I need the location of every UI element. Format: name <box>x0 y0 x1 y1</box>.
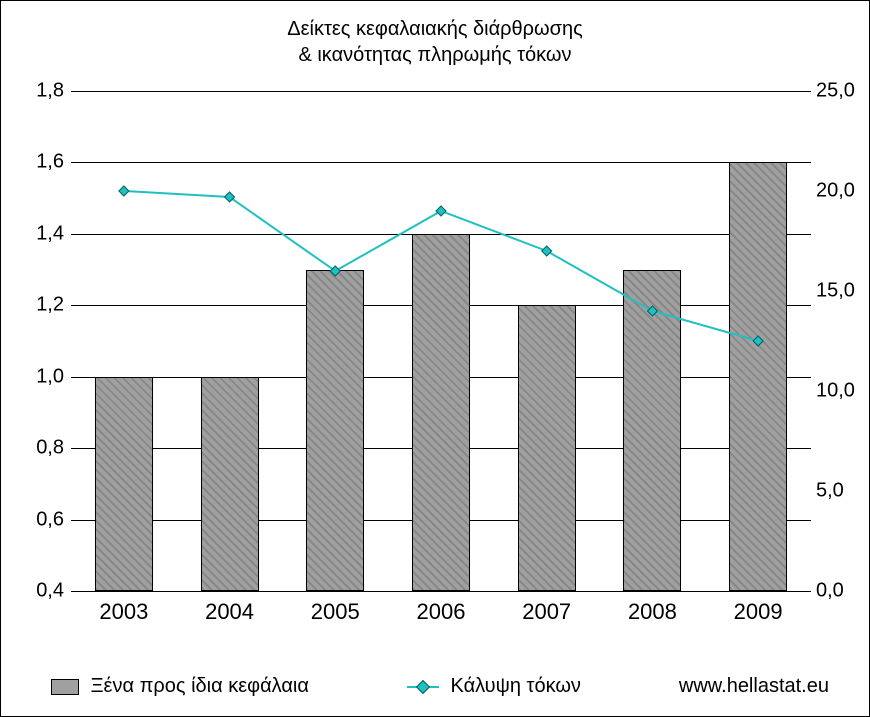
y-left-tick-label: 0,6 <box>9 508 64 531</box>
y-right-tick-label: 10,0 <box>816 380 870 403</box>
chart-source: www.hellastat.eu <box>679 675 829 698</box>
y-left-tick-label: 1,0 <box>9 365 64 388</box>
x-tick-label: 2005 <box>311 599 360 625</box>
legend-line-label: Κάλυψη τόκων <box>450 675 580 697</box>
y-left-tick-label: 1,4 <box>9 222 64 245</box>
bar-swatch-icon <box>51 679 79 695</box>
line-marker-icon <box>119 186 129 196</box>
y-left-tick-label: 1,8 <box>9 80 64 103</box>
x-tick-label: 2003 <box>99 599 148 625</box>
chart-title: Δείκτες κεφαλαιακής διάρθρωσης & ικανότη… <box>1 16 869 68</box>
y-right-tick-label: 5,0 <box>816 480 870 503</box>
x-tick-label: 2004 <box>205 599 254 625</box>
y-right-tick-label: 0,0 <box>816 580 870 603</box>
line-marker-icon <box>647 306 657 316</box>
line-marker-icon <box>753 336 763 346</box>
y-right-tick-label: 25,0 <box>816 80 870 103</box>
line-marker-icon <box>542 246 552 256</box>
line-swatch-icon <box>407 686 439 688</box>
x-tick-label: 2007 <box>522 599 571 625</box>
x-tick-label: 2006 <box>417 599 466 625</box>
y-left-tick-label: 0,8 <box>9 437 64 460</box>
legend-bars-label: Ξένα προς ίδια κεφάλαια <box>91 675 309 697</box>
chart-container: Δείκτες κεφαλαιακής διάρθρωσης & ικανότη… <box>0 0 870 717</box>
legend-line: Κάλυψη τόκων <box>407 675 581 698</box>
line-marker-icon <box>436 206 446 216</box>
y-left-tick-label: 0,4 <box>9 580 64 603</box>
y-right-tick-label: 20,0 <box>816 180 870 203</box>
grid-line <box>71 591 811 592</box>
chart-title-line2: & ικανότητας πληρωμής τόκων <box>1 42 869 68</box>
legend-bars: Ξένα προς ίδια κεφάλαια <box>51 675 309 698</box>
y-left-tick-label: 1,6 <box>9 151 64 174</box>
y-right-tick-label: 15,0 <box>816 280 870 303</box>
y-left-tick-label: 1,2 <box>9 294 64 317</box>
x-tick-label: 2009 <box>734 599 783 625</box>
chart-title-line1: Δείκτες κεφαλαιακής διάρθρωσης <box>1 16 869 42</box>
line-series <box>71 91 811 591</box>
x-tick-label: 2008 <box>628 599 677 625</box>
chart-footer: Ξένα προς ίδια κεφάλαια Κάλυψη τόκων www… <box>1 675 869 698</box>
